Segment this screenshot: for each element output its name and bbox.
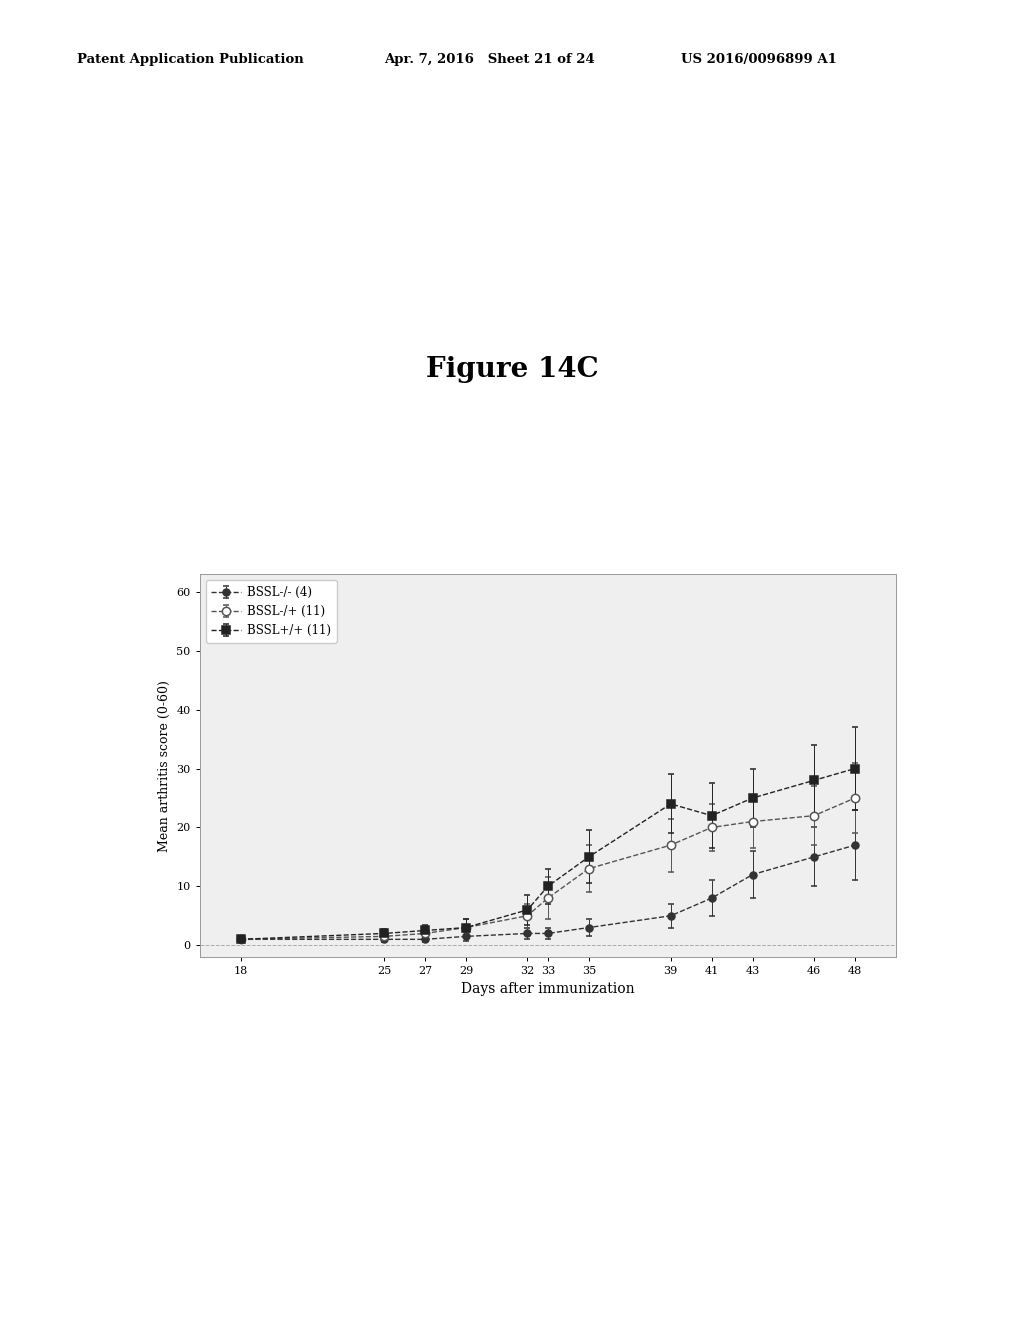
Legend: BSSL-/- (4), BSSL-/+ (11), BSSL+/+ (11): BSSL-/- (4), BSSL-/+ (11), BSSL+/+ (11) — [206, 579, 337, 643]
Text: Figure 14C: Figure 14C — [426, 356, 598, 383]
Text: US 2016/0096899 A1: US 2016/0096899 A1 — [681, 53, 837, 66]
Text: Patent Application Publication: Patent Application Publication — [77, 53, 303, 66]
Y-axis label: Mean arthritis score (0-60): Mean arthritis score (0-60) — [158, 680, 171, 851]
Text: Apr. 7, 2016   Sheet 21 of 24: Apr. 7, 2016 Sheet 21 of 24 — [384, 53, 595, 66]
X-axis label: Days after immunization: Days after immunization — [461, 982, 635, 995]
